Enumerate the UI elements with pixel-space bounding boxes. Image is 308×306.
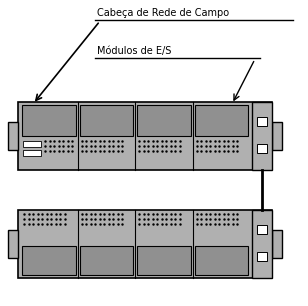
Bar xyxy=(23,140,41,147)
Bar xyxy=(252,102,272,170)
Bar xyxy=(257,117,267,126)
Text: Cabeça de Rede de Campo: Cabeça de Rede de Campo xyxy=(97,8,229,18)
Bar xyxy=(252,210,272,278)
Bar xyxy=(137,105,191,136)
Bar xyxy=(272,122,282,150)
Text: Módulos de E/S: Módulos de E/S xyxy=(97,46,171,56)
Bar xyxy=(194,105,248,136)
Bar xyxy=(272,230,282,258)
Bar xyxy=(22,246,75,275)
Bar xyxy=(23,150,41,155)
Bar xyxy=(79,105,133,136)
Bar xyxy=(22,105,75,136)
Bar xyxy=(79,246,133,275)
Bar xyxy=(18,102,272,170)
Bar xyxy=(18,210,272,278)
Bar xyxy=(257,225,267,234)
Bar xyxy=(137,246,191,275)
Bar xyxy=(257,144,267,153)
Bar xyxy=(194,246,248,275)
Bar xyxy=(8,230,18,258)
Bar xyxy=(257,252,267,261)
Bar xyxy=(8,122,18,150)
